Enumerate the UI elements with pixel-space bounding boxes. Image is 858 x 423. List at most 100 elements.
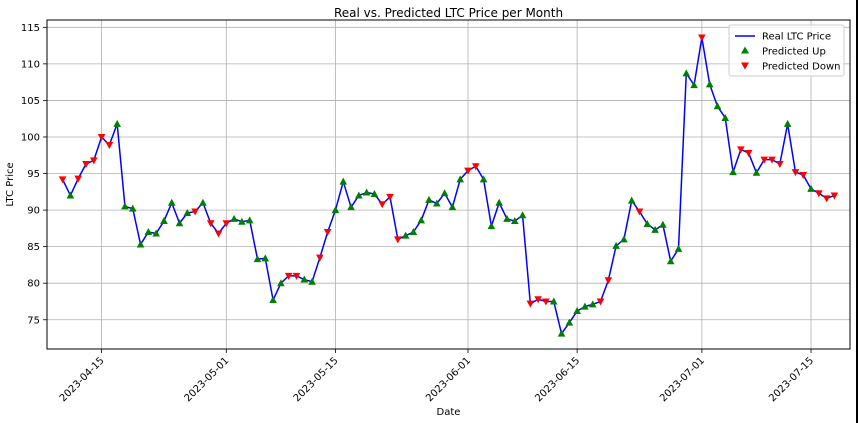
y-axis-label: LTC Price [5,162,16,206]
predicted-up-marker [66,191,75,199]
predicted-up-marker [729,168,737,176]
predicted-down-marker [292,272,301,280]
predicted-down-marker [471,163,480,171]
predicted-up-marker [339,177,348,185]
predicted-down-marker [97,133,106,141]
predicted-down-marker [830,192,839,200]
predicted-down-marker [191,208,199,216]
predicted-up-marker [643,219,652,227]
chart-title: Real vs. Predicted LTC Price per Month [334,6,563,20]
predicted-up-marker [409,228,418,236]
plot-area [58,34,839,337]
predicted-up-marker [113,119,121,127]
predicted-up-marker [261,254,270,262]
predicted-up-marker [269,296,277,304]
predicted-up-marker [253,255,262,263]
predicted-down-marker [635,208,644,216]
predicted-down-marker [776,161,784,169]
legend-up-marker [741,46,749,54]
predicted-up-marker [440,189,449,197]
predicted-down-marker [58,176,67,184]
predicted-down-marker [394,236,402,244]
predicted-up-marker [355,191,363,199]
predicted-down-marker [760,156,769,164]
y-tick-label: 115 [21,23,40,34]
predicted-up-marker [682,69,691,77]
y-tick-label: 80 [27,279,40,290]
predicted-up-marker [199,198,207,206]
predicted-up-marker [277,279,285,287]
predicted-up-marker [183,209,192,217]
predicted-down-marker [604,277,613,285]
predicted-up-marker [167,198,176,206]
legend-frame [728,24,845,77]
predicted-up-marker [160,217,168,225]
predicted-up-marker [238,217,246,225]
legend-label-real: Real LTC Price [762,32,831,43]
grid [47,20,850,349]
predicted-up-marker [448,203,457,211]
predicted-up-marker [128,204,137,212]
predicted-down-marker [206,220,215,228]
y-tick-label: 75 [27,315,40,326]
legend-label-up: Predicted Up [762,47,826,58]
predicted-up-marker [347,203,355,211]
predicted-up-marker [705,80,714,88]
y-tick-label: 90 [27,206,40,217]
predicted-down-marker [596,298,605,306]
predicted-down-marker [791,169,800,177]
predicted-up-marker [651,225,659,233]
predicted-down-marker [698,34,706,42]
predicted-up-marker [674,244,683,252]
predicted-up-marker [479,175,488,183]
predicted-up-marker [581,302,589,310]
predicted-up-marker [721,113,730,121]
predicted-down-marker [284,272,293,280]
predicted-up-marker [175,219,184,227]
predicted-down-marker [74,175,82,183]
predicted-up-marker [690,81,698,89]
predicted-up-marker [713,102,722,110]
predicted-up-marker [573,306,581,314]
predicted-down-marker [799,171,808,179]
predicted-up-marker [144,228,153,236]
predicted-up-marker [503,214,511,222]
predicted-up-marker [245,216,254,224]
predicted-down-marker [737,146,745,154]
y-tick-label: 105 [21,96,40,107]
legend: Real LTC Price Predicted Up Predicted Do… [728,24,845,77]
predicted-up-marker [783,119,792,127]
predicted-up-marker [417,216,426,224]
predicted-up-marker [487,222,496,230]
predicted-up-marker [230,214,238,222]
predicted-up-marker [659,220,667,228]
y-tick-label: 85 [27,242,40,253]
predicted-down-marker [378,201,387,209]
predicted-down-marker [464,167,472,175]
predicted-up-marker [549,297,558,305]
y-tick-label: 100 [21,132,40,143]
predicted-up-marker [331,206,340,214]
predicted-up-marker [456,175,464,183]
predicted-up-marker [136,240,145,248]
predicted-down-marker [214,230,223,238]
real-price-line [61,36,835,335]
predicted-up-marker [425,195,433,203]
predicted-down-marker [89,157,98,165]
predicted-down-marker [815,190,823,198]
predicted-up-marker [510,217,519,225]
predicted-down-marker [323,229,332,237]
predicted-up-marker [495,198,503,206]
predicted-up-marker [627,196,636,204]
predicted-up-marker [433,199,441,207]
axes-frame [46,19,851,350]
predicted-up-marker [666,257,675,265]
predicted-down-marker [526,300,535,308]
predicted-down-marker [82,161,90,169]
predicted-down-marker [534,296,542,304]
window-edge [856,0,858,423]
x-axis-label: Date [437,407,461,418]
predicted-up-marker [620,235,628,243]
predicted-down-marker [542,298,550,306]
